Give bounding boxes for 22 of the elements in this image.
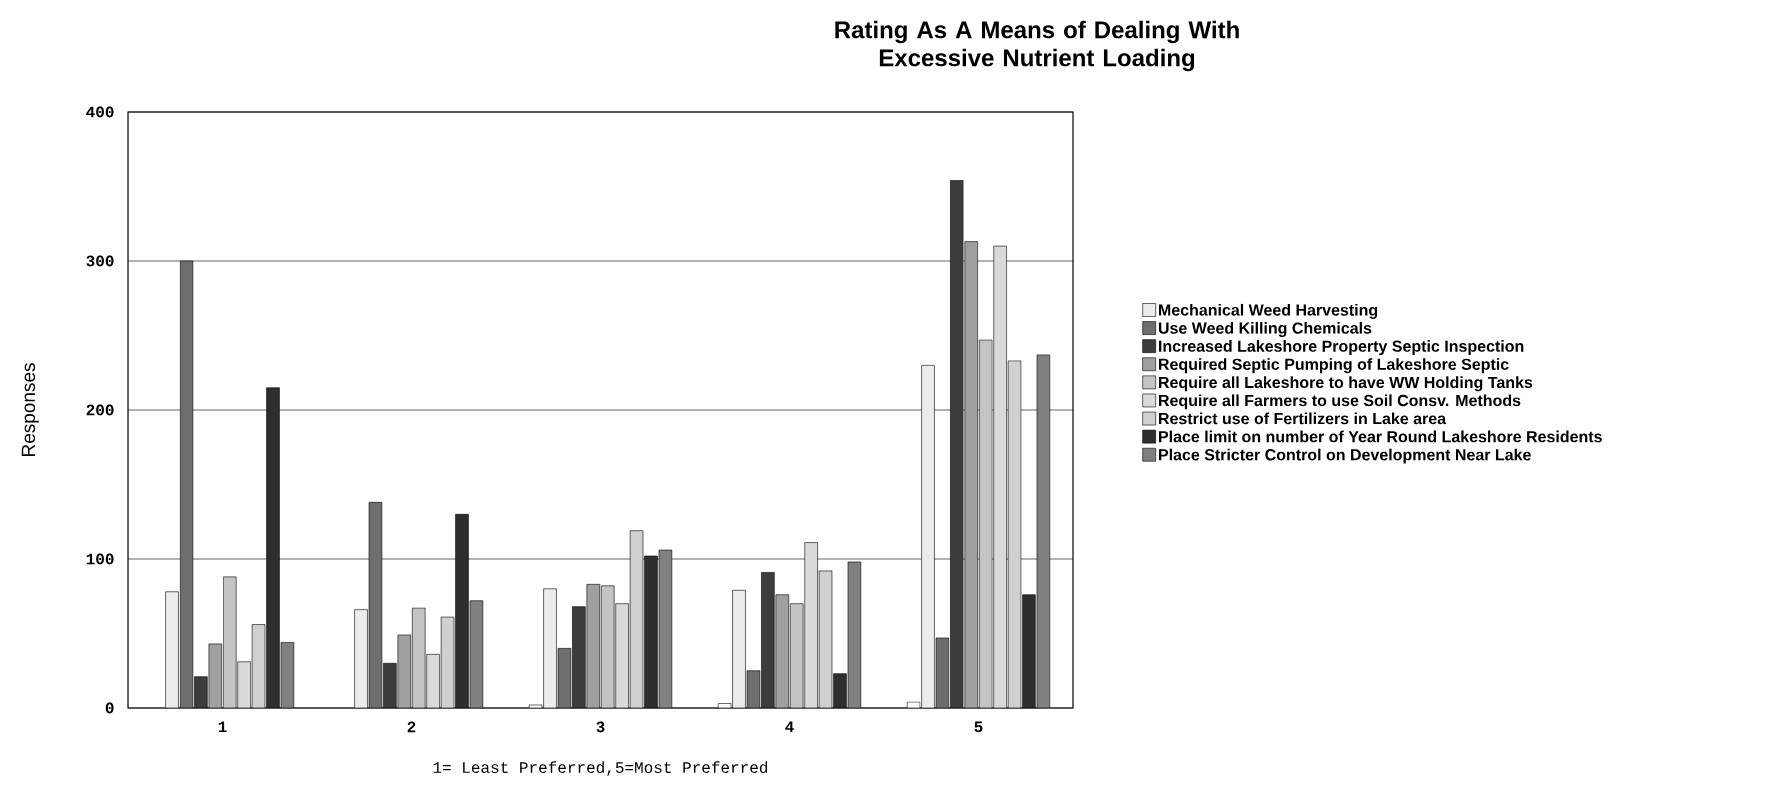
- x-tick-label: 2: [407, 721, 416, 733]
- legend-label: Mechanical Weed Harvesting: [1159, 303, 1378, 319]
- legend-label: Place limit on number of Year Round Lakeshore Residents: [1159, 430, 1602, 443]
- y-axis-title: Responses: [21, 363, 39, 456]
- x-axis-title: 1= Least Preferred,5=Most Preferred: [433, 761, 768, 776]
- legend-label: Require all Farmers to use Soil Consv. Methods: [1159, 394, 1521, 410]
- x-tick-label: 3: [596, 721, 605, 733]
- y-tick-label: 200: [86, 404, 114, 416]
- legend-label: Require all Lakeshore to have WW Holding Tanks: [1159, 376, 1533, 392]
- y-tick-label: 100: [86, 553, 114, 565]
- y-tick-label: 300: [86, 255, 114, 267]
- x-tick-label: 5: [974, 721, 983, 733]
- chart-title: Rating As A Means of Dealing With Excessive Nutrient Loading: [835, 20, 1239, 72]
- legend-label: Required Septic Pumping of Lakeshore Septic: [1159, 358, 1509, 374]
- legend-label: Place Stricter Control on Development Near Lake: [1159, 448, 1531, 464]
- y-tick-label: 400: [86, 106, 114, 118]
- legend-label: Restrict use of Fertilizers in Lake area: [1159, 412, 1447, 425]
- y-tick-label: 0: [105, 702, 114, 714]
- x-tick-label: 4: [785, 721, 794, 733]
- legend-label: Use Weed Killing Chemicals: [1158, 322, 1372, 338]
- legend-label: Increased Lakeshore Property Septic Inspection: [1159, 340, 1524, 356]
- x-tick-label: 1: [218, 721, 227, 733]
